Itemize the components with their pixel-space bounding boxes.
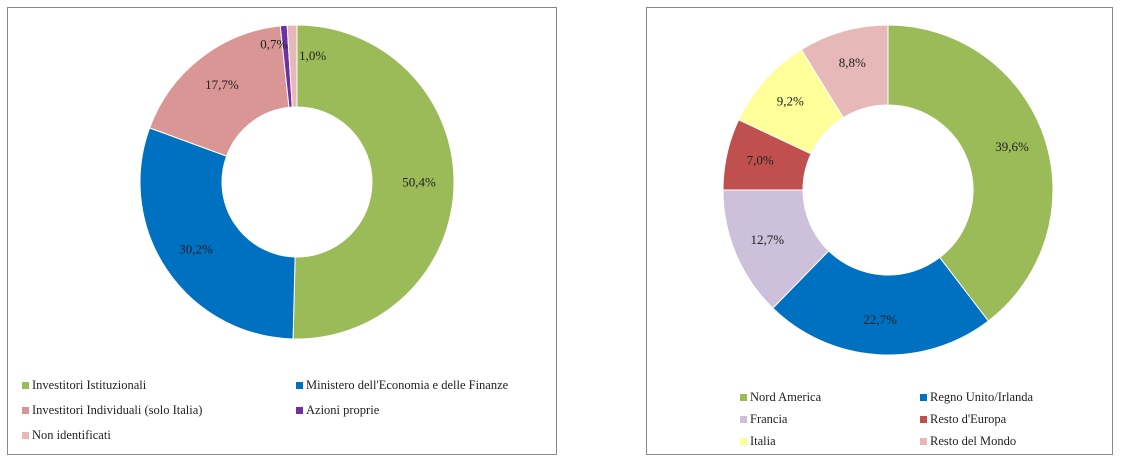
data-label: 7,0%: [747, 152, 774, 167]
legend-label: Resto del Mondo: [930, 434, 1016, 448]
legend-swatch: [920, 394, 927, 401]
legend-swatch: [740, 438, 747, 445]
donut-slice: [887, 24, 1054, 322]
data-label: 22,7%: [863, 312, 897, 327]
legend-swatch: [22, 382, 29, 389]
legend-swatch: [22, 407, 29, 414]
legend-swatch: [296, 382, 303, 389]
legend-swatch: [296, 407, 303, 414]
data-label: 8,8%: [839, 55, 866, 70]
legend-label: Francia: [750, 412, 788, 426]
legend-label: Investitori Istituzionali: [32, 378, 147, 392]
legend-swatch: [22, 432, 29, 439]
legend-swatch: [740, 416, 747, 423]
donut-slice: [292, 24, 455, 340]
legend-swatch: [740, 394, 747, 401]
data-label: 12,7%: [750, 232, 784, 247]
data-label: 30,2%: [179, 242, 213, 257]
legend-label: Nord America: [750, 390, 822, 404]
donut-slice: [139, 127, 296, 340]
donut-slice: [800, 24, 889, 119]
donut-slice: [286, 24, 298, 108]
data-label: 17,7%: [205, 77, 239, 92]
legend-label: Ministero dell'Economia e delle Finanze: [306, 378, 509, 392]
data-label: 1,0%: [299, 48, 326, 63]
legend-label: Italia: [750, 434, 776, 448]
donut-slice: [148, 25, 290, 157]
legend-label: Non identificati: [32, 428, 111, 442]
data-label: 50,4%: [402, 175, 436, 190]
data-label: 0,7%: [260, 36, 287, 51]
legend-swatch: [920, 416, 927, 423]
data-label: 39,6%: [995, 139, 1029, 154]
data-label: 9,2%: [777, 94, 804, 109]
legend-label: Investitori Individuali (solo Italia): [32, 403, 202, 417]
legend-label: Azioni proprie: [306, 403, 380, 417]
legend-label: Regno Unito/Irlanda: [930, 390, 1034, 404]
donut-slice: [772, 250, 990, 356]
legend-swatch: [920, 438, 927, 445]
legend-label: Resto d'Europa: [930, 412, 1007, 426]
